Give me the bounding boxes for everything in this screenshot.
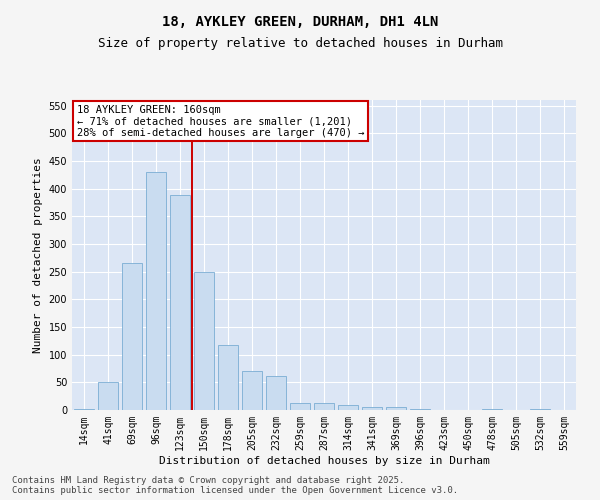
Bar: [482, 409, 502, 410]
Bar: [194, 272, 214, 410]
Y-axis label: Number of detached properties: Number of detached properties: [33, 157, 43, 353]
Bar: [314, 404, 334, 410]
Text: Size of property relative to detached houses in Durham: Size of property relative to detached ho…: [97, 38, 503, 51]
X-axis label: Distribution of detached houses by size in Durham: Distribution of detached houses by size …: [158, 456, 490, 466]
Text: 18, AYKLEY GREEN, DURHAM, DH1 4LN: 18, AYKLEY GREEN, DURHAM, DH1 4LN: [162, 15, 438, 29]
Bar: [338, 405, 358, 410]
Bar: [362, 406, 382, 410]
Bar: [170, 195, 190, 410]
Bar: [386, 407, 406, 410]
Bar: [98, 382, 118, 410]
Bar: [266, 376, 286, 410]
Bar: [218, 345, 238, 410]
Text: 18 AYKLEY GREEN: 160sqm
← 71% of detached houses are smaller (1,201)
28% of semi: 18 AYKLEY GREEN: 160sqm ← 71% of detache…: [77, 104, 365, 138]
Bar: [74, 409, 94, 410]
Bar: [242, 371, 262, 410]
Text: Contains HM Land Registry data © Crown copyright and database right 2025.
Contai: Contains HM Land Registry data © Crown c…: [12, 476, 458, 495]
Bar: [290, 404, 310, 410]
Bar: [146, 172, 166, 410]
Bar: [122, 264, 142, 410]
